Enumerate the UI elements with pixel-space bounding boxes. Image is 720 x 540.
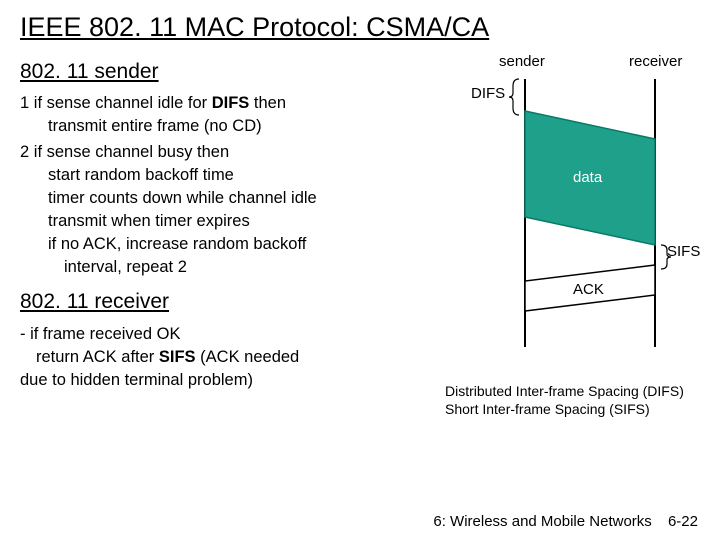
footer-page: 6-22 [668,513,698,530]
rcv-l1: - if frame received OK [20,323,435,346]
timing-diagram: sender receiver DIFS data SIFS ACK [445,47,705,367]
rcv-l2: return ACK after SIFS (ACK needed [20,346,299,369]
difs-label: DIFS [471,85,505,102]
sender-label: sender [499,53,545,70]
footer: 6: Wireless and Mobile Networks 6-22 [421,513,698,530]
step1-cond: if sense channel idle for [29,94,212,112]
step1-body: transmit entire frame (no CD) [20,115,435,138]
step2-l2: timer counts down while channel idle [20,187,435,210]
legend: Distributed Inter-frame Spacing (DIFS) S… [445,382,684,418]
step2-number: 2 [20,143,29,161]
receiver-label: receiver [629,53,682,70]
sifs-label: SIFS [667,243,700,260]
left-column: 802. 11 sender 1 if sense channel idle f… [20,57,435,392]
receiver-heading: 802. 11 receiver [20,287,435,316]
step2-l5: interval, repeat 2 [20,256,435,279]
step2-l3: transmit when timer expires [20,210,435,233]
step1-number: 1 [20,94,29,112]
rcv-l2a: return ACK after [36,348,159,366]
step2-l1: start random backoff time [20,164,435,187]
step-1: 1 if sense channel idle for DIFS then tr… [20,92,435,138]
difs-bold: DIFS [212,94,250,112]
ack-label: ACK [573,281,604,298]
right-column: sender receiver DIFS data SIFS ACK Distr… [445,57,705,392]
step-2: 2 if sense channel busy then start rando… [20,141,435,280]
content: 802. 11 sender 1 if sense channel idle f… [20,57,700,392]
page-title: IEEE 802. 11 MAC Protocol: CSMA/CA [20,12,700,43]
sender-heading: 802. 11 sender [20,57,435,86]
step2-cond: if sense channel busy then [29,143,229,161]
step2-l4: if no ACK, increase random backoff [20,233,435,256]
receiver-step: - if frame received OK return ACK after … [20,323,435,392]
legend-difs: Distributed Inter-frame Spacing (DIFS) [445,382,684,400]
sifs-bold: SIFS [159,348,196,366]
step1-then: then [249,94,286,112]
rcv-l2b: (ACK needed [196,348,300,366]
legend-sifs: Short Inter-frame Spacing (SIFS) [445,400,684,418]
rcv-l3: due to hidden terminal problem) [20,369,435,392]
data-label: data [573,169,602,186]
footer-chapter: 6: Wireless and Mobile Networks [433,513,651,530]
